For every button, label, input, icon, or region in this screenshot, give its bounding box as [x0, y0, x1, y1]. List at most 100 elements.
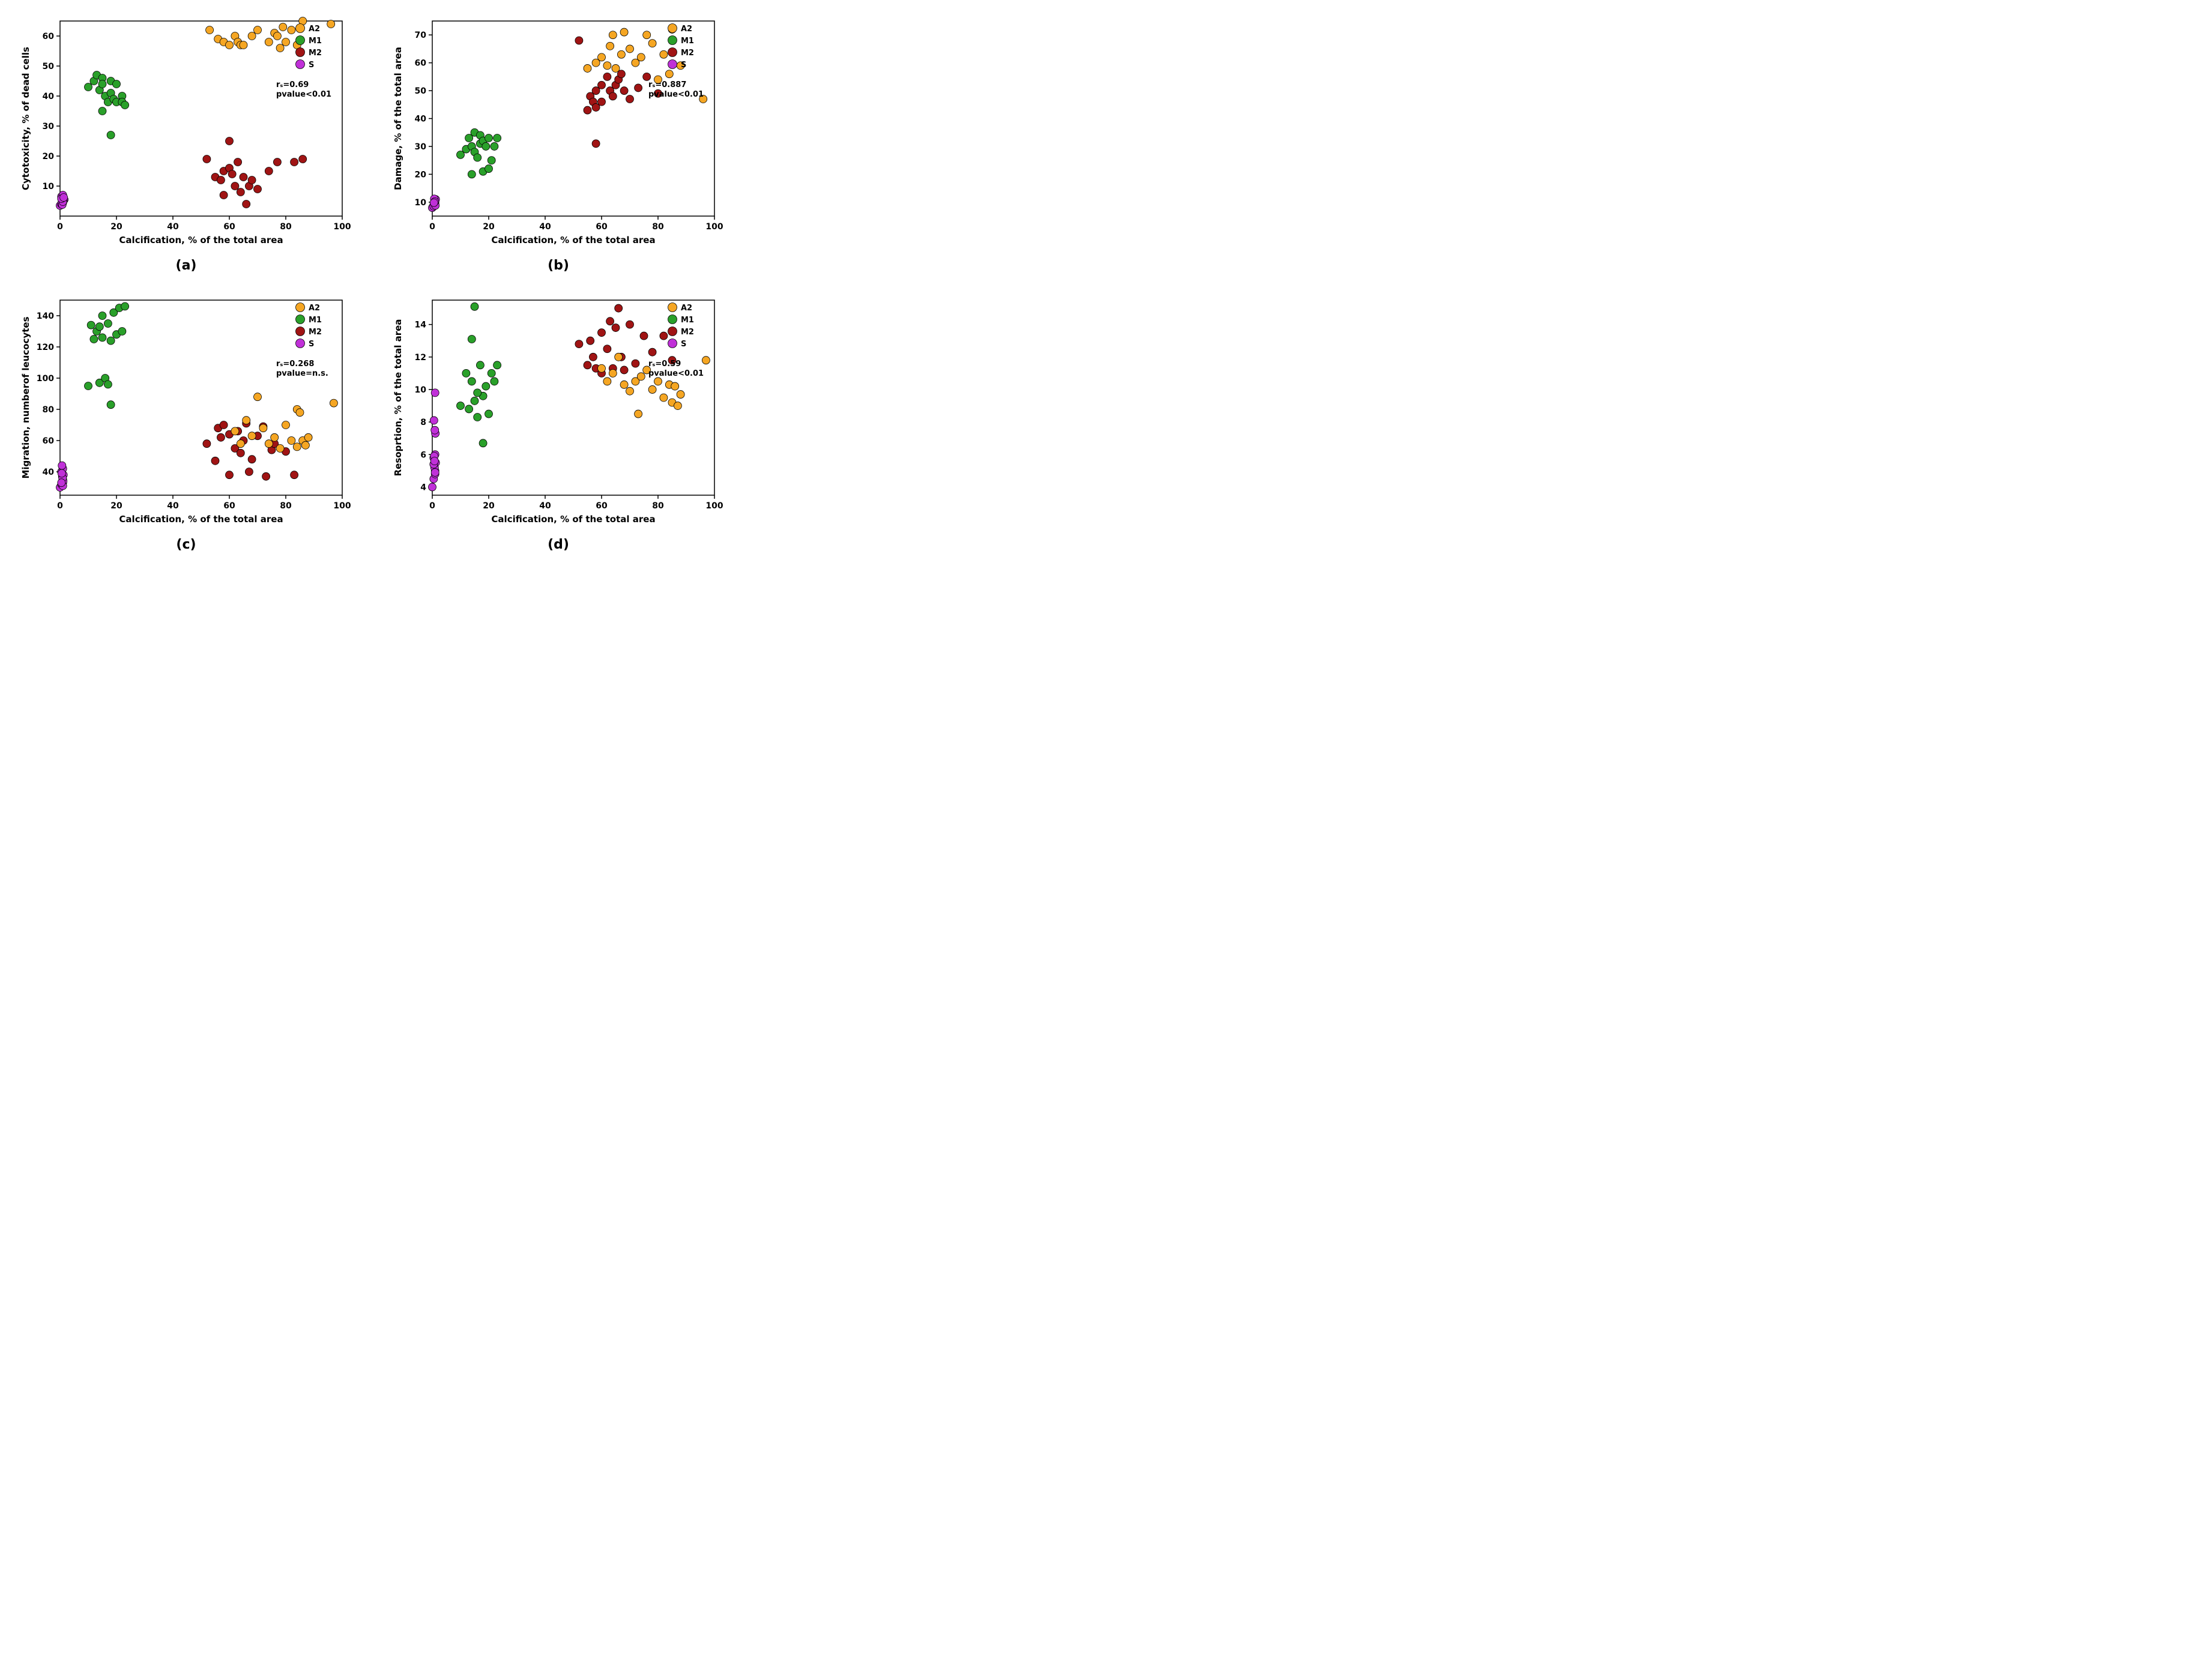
point-M1 — [479, 439, 487, 447]
point-A2 — [584, 64, 591, 72]
point-A2 — [648, 40, 656, 47]
point-M2 — [265, 167, 273, 175]
legend-label-M2: M2 — [309, 49, 322, 58]
x-tick-label: 60 — [596, 222, 608, 232]
point-A2 — [240, 41, 247, 49]
point-M2 — [273, 158, 281, 166]
point-M1 — [462, 369, 470, 377]
point-A2 — [660, 50, 668, 58]
legend-label-A2: A2 — [309, 25, 320, 34]
legend-label-S: S — [681, 61, 686, 70]
y-tick-label: 60 — [43, 32, 55, 41]
legend-marker-S — [296, 339, 305, 348]
legend-label-S: S — [309, 61, 314, 70]
point-M2 — [262, 472, 270, 480]
point-A2 — [674, 402, 681, 410]
point-M1 — [474, 414, 482, 421]
y-tick-label: 140 — [37, 312, 54, 321]
y-tick-label: 60 — [415, 59, 427, 68]
point-S — [431, 389, 439, 397]
point-S — [58, 462, 66, 469]
legend-label-A2: A2 — [309, 304, 320, 313]
panel-b-label: (b) — [548, 258, 569, 273]
point-M2 — [626, 95, 634, 103]
point-A2 — [643, 31, 651, 39]
point-M2 — [248, 176, 256, 184]
point-A2 — [648, 385, 656, 393]
point-S — [431, 426, 439, 434]
legend-label-M2: M2 — [309, 328, 322, 337]
legend-label-M2: M2 — [681, 49, 694, 58]
point-A2 — [598, 53, 606, 61]
point-M1 — [98, 334, 106, 342]
point-A2 — [276, 44, 284, 52]
x-axis-label: Calcification, % of the total area — [119, 514, 283, 525]
point-M1 — [85, 382, 92, 390]
point-A2 — [265, 440, 273, 448]
y-tick-label: 14 — [415, 321, 427, 330]
point-A2 — [615, 353, 623, 361]
x-axis-label: Calcification, % of the total area — [119, 235, 283, 245]
point-M2 — [606, 318, 614, 325]
stat-rs: rₛ=0.887 — [648, 80, 686, 89]
x-tick-label: 100 — [333, 222, 351, 232]
y-tick-label: 60 — [43, 436, 55, 446]
point-M2 — [603, 73, 611, 80]
y-tick-label: 20 — [43, 152, 55, 161]
point-M2 — [640, 332, 648, 340]
y-axis-label: Migration, numberof leucocytes — [20, 316, 31, 478]
x-tick-label: 0 — [429, 501, 435, 511]
point-M1 — [104, 320, 112, 328]
point-A2 — [665, 70, 673, 78]
point-A2 — [276, 445, 284, 453]
point-S — [429, 483, 436, 491]
x-tick-label: 20 — [110, 222, 122, 232]
point-M1 — [474, 389, 482, 397]
point-M2 — [243, 200, 250, 208]
x-tick-label: 40 — [539, 501, 551, 511]
point-A2 — [677, 391, 684, 399]
y-tick-label: 6 — [420, 450, 426, 460]
point-M2 — [217, 176, 225, 184]
point-M1 — [488, 369, 495, 377]
point-A2 — [304, 433, 312, 441]
point-A2 — [273, 32, 281, 40]
legend-label-M1: M1 — [681, 316, 694, 325]
panel-d: 020406080100468101214Calcification, % of… — [384, 291, 732, 552]
point-M2 — [584, 106, 591, 114]
point-A2 — [206, 26, 214, 34]
point-M2 — [598, 81, 606, 89]
point-M2 — [220, 421, 228, 429]
y-tick-label: 40 — [43, 468, 55, 477]
chart-grid: 020406080100102030405060Calcification, %… — [12, 12, 732, 552]
x-axis-label: Calcification, % of the total area — [491, 235, 655, 245]
x-tick-label: 80 — [280, 222, 292, 232]
legend-marker-A2 — [668, 303, 677, 312]
point-M1 — [485, 410, 493, 418]
y-tick-label: 100 — [37, 374, 54, 384]
point-M1 — [85, 83, 92, 91]
point-M2 — [620, 87, 628, 95]
x-tick-label: 60 — [223, 501, 235, 511]
legend-marker-S — [668, 339, 677, 348]
y-tick-label: 80 — [43, 405, 55, 415]
point-M1 — [98, 107, 106, 115]
point-M1 — [107, 131, 115, 139]
x-tick-label: 80 — [280, 501, 292, 511]
point-M2 — [598, 98, 606, 106]
panel-b: 02040608010010203040506070Calcification,… — [384, 12, 732, 273]
point-M2 — [575, 340, 583, 348]
legend-marker-S — [668, 60, 677, 69]
x-tick-label: 80 — [652, 501, 664, 511]
y-tick-label: 30 — [415, 142, 427, 152]
x-tick-label: 100 — [333, 501, 351, 511]
point-A2 — [282, 38, 290, 46]
x-tick-label: 80 — [652, 222, 664, 232]
point-M2 — [598, 329, 606, 337]
point-A2 — [603, 378, 611, 385]
stat-pvalue: pvalue=n.s. — [276, 369, 328, 378]
point-M1 — [118, 328, 126, 336]
point-M1 — [121, 303, 129, 310]
point-M1 — [482, 382, 490, 390]
point-M2 — [226, 471, 234, 479]
